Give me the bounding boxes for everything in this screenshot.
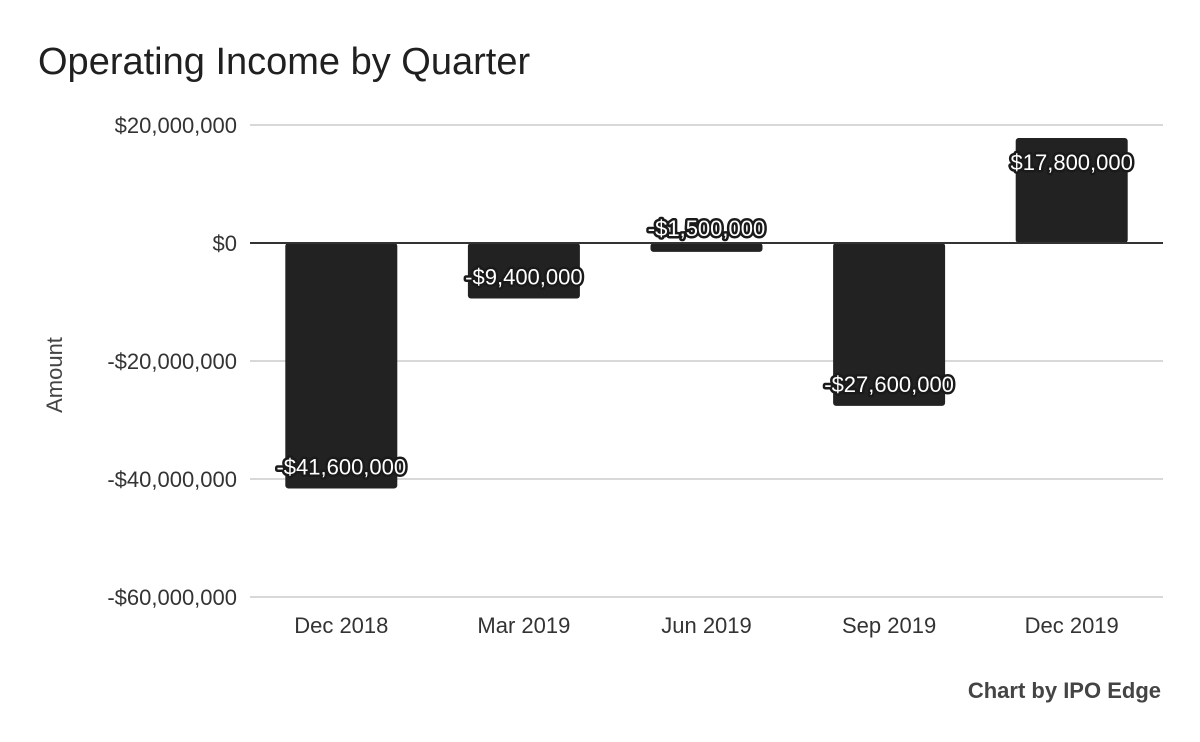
y-tick-label: -$40,000,000 bbox=[107, 467, 237, 492]
bar-sep-2019 bbox=[833, 243, 946, 406]
data-label: -$41,600,000 bbox=[276, 454, 406, 479]
gridlines bbox=[250, 124, 1163, 598]
bar-jun-2019 bbox=[650, 243, 763, 252]
y-axis-title: Amount bbox=[42, 337, 67, 413]
bar-dec-2018 bbox=[285, 243, 398, 489]
data-label: -$27,600,000 bbox=[824, 372, 954, 397]
y-tick-label: $20,000,000 bbox=[115, 113, 237, 138]
x-tick-label: Dec 2018 bbox=[294, 613, 388, 638]
y-tick-label: -$20,000,000 bbox=[107, 349, 237, 374]
bar-dec-2019 bbox=[1015, 137, 1128, 243]
data-label: $17,800,000 bbox=[1011, 150, 1133, 175]
x-tick-label: Jun 2019 bbox=[661, 613, 752, 638]
x-axis-tick-labels: Dec 2018 Mar 2019 Jun 2019 Sep 2019 Dec 2019 bbox=[294, 613, 1119, 638]
bar-mar-2019 bbox=[467, 243, 580, 299]
chart-credit: Chart by IPO Edge bbox=[968, 678, 1161, 703]
x-tick-label: Sep 2019 bbox=[842, 613, 936, 638]
data-label: -$1,500,000 bbox=[648, 216, 765, 241]
y-tick-label: $0 bbox=[213, 231, 237, 256]
y-axis-tick-labels: $20,000,000 $0 -$20,000,000 -$40,000,000 -$6… bbox=[107, 113, 237, 610]
y-tick-label: -$60,000,000 bbox=[107, 585, 237, 610]
x-tick-label: Dec 2019 bbox=[1025, 613, 1119, 638]
data-labels: -$41,600,000 -$9,400,000 -$1,500,000 -$27,6… bbox=[274, 147, 1135, 481]
chart-title: Operating Income by Quarter bbox=[38, 41, 530, 83]
data-label: -$9,400,000 bbox=[465, 264, 582, 289]
x-tick-label: Mar 2019 bbox=[477, 613, 570, 638]
bars bbox=[285, 137, 1128, 489]
